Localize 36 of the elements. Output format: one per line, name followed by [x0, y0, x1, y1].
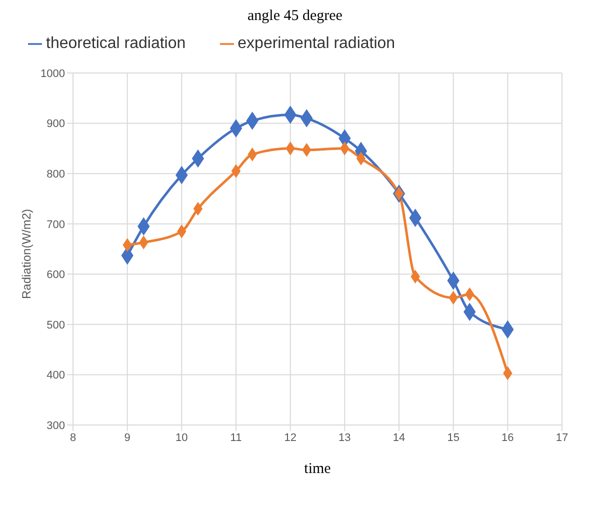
point: [340, 142, 350, 155]
y-axis-title: Radiation(W/m2): [19, 208, 34, 299]
y-tick-label: 1000: [40, 68, 65, 80]
y-tick-label: 400: [46, 370, 65, 382]
x-tick-label: 11: [230, 432, 242, 444]
x-tick-label: 10: [176, 432, 188, 444]
point: [248, 148, 257, 161]
x-tick-label: 15: [447, 432, 460, 444]
y-tick-label: 600: [46, 269, 65, 282]
point: [193, 202, 202, 216]
x-tick-label: 13: [338, 432, 351, 444]
point: [177, 224, 186, 238]
legend-label: experimental radiation: [238, 35, 396, 52]
point: [302, 143, 312, 156]
x-tick-label: 12: [284, 432, 296, 444]
y-tick-label: 800: [46, 168, 65, 180]
point: [448, 291, 458, 304]
x-tick-label: 8: [70, 432, 76, 444]
x-axis-title: time: [304, 461, 332, 477]
legend-label: theoretical radiation: [46, 35, 186, 52]
point: [410, 270, 420, 284]
point: [503, 366, 512, 380]
x-tick-label: 14: [392, 432, 406, 444]
y-tick-label: 500: [46, 319, 65, 332]
chart-title: angle 45 degree: [246, 8, 344, 25]
x-tick-label: 17: [556, 432, 568, 444]
point: [465, 288, 474, 301]
x-tick-label: 16: [502, 432, 514, 444]
point: [139, 236, 148, 249]
y-tick-label: 900: [46, 118, 65, 130]
point: [356, 152, 366, 165]
point: [286, 142, 295, 155]
y-tick-label: 300: [46, 420, 65, 432]
y-tick-label: 700: [46, 218, 65, 231]
x-tick-label: 9: [124, 432, 130, 444]
point: [122, 238, 132, 252]
